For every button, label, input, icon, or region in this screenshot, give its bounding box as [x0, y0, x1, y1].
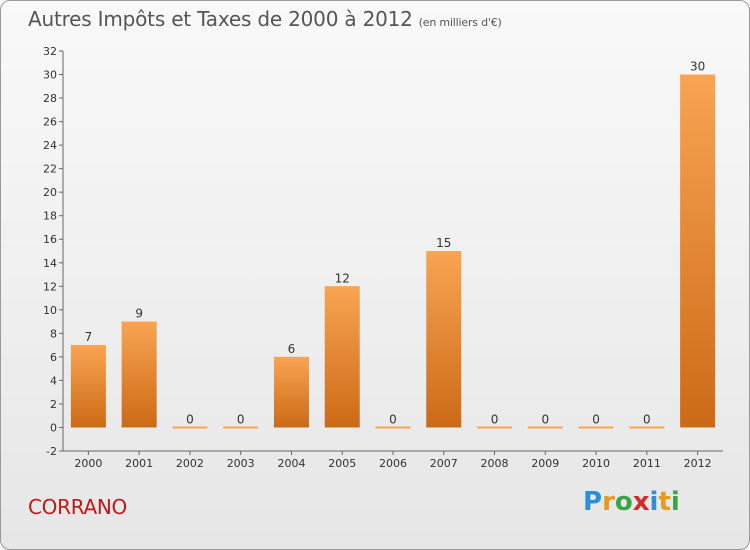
x-tick-label: 2008	[481, 457, 509, 470]
data-label: 0	[389, 412, 397, 426]
y-tick-label: 24	[43, 139, 57, 152]
bar-cap	[426, 251, 462, 253]
logo-letter: x	[632, 487, 650, 517]
logo-letter: P	[583, 487, 603, 517]
chart-subtitle: (en milliers d'€)	[418, 16, 502, 29]
x-tick-label: 2001	[125, 457, 153, 470]
y-tick-label: 32	[43, 45, 57, 58]
y-tick-label: 10	[43, 304, 57, 317]
y-tick-label: 20	[43, 186, 57, 199]
proxiti-logo: Proxiti	[583, 487, 680, 517]
y-tick-label: 4	[50, 374, 57, 387]
bar-cap	[680, 74, 716, 77]
bar-cap	[121, 321, 157, 324]
x-tick-label: 2007	[430, 457, 458, 470]
bar	[578, 426, 614, 429]
bar	[527, 426, 563, 429]
bar-cap	[324, 286, 360, 289]
x-tick-label: 2006	[379, 457, 407, 470]
logo-letter: i	[649, 487, 659, 517]
y-tick-label: 14	[43, 257, 57, 270]
data-label: 6	[288, 342, 296, 356]
bar	[426, 251, 462, 428]
x-tick-label: 2011	[633, 457, 661, 470]
y-tick-label: 26	[43, 116, 57, 129]
data-label: 0	[541, 412, 549, 426]
y-tick-label: 2	[50, 398, 57, 411]
x-tick-label: 2010	[582, 457, 610, 470]
y-tick-label: -2	[46, 445, 57, 458]
bar	[680, 74, 716, 428]
logo-letter: r	[602, 487, 615, 517]
logo-letter: t	[658, 487, 671, 517]
data-labels: 7 9 0 0 6 12 0 15 0 0 0 0 30	[85, 60, 706, 427]
y-tick-label: 22	[43, 163, 57, 176]
y-tick-label: 12	[43, 280, 57, 293]
x-tick-label: 2009	[531, 457, 559, 470]
data-label: 0	[237, 412, 245, 426]
data-label: 0	[592, 412, 600, 426]
bar	[70, 345, 106, 428]
data-label: 30	[690, 60, 705, 74]
data-label: 0	[186, 412, 194, 426]
bar	[477, 426, 513, 429]
y-tick-label: 6	[50, 351, 57, 364]
data-label: 15	[436, 236, 451, 250]
data-label: 0	[491, 412, 499, 426]
logo-letter: i	[670, 487, 680, 517]
bar	[375, 426, 411, 429]
y-tick-label: 28	[43, 92, 57, 105]
y-tick-label: 16	[43, 233, 57, 246]
x-tick-label: 2000	[74, 457, 102, 470]
x-tick-label: 2012	[684, 457, 712, 470]
bar	[273, 356, 309, 428]
chart-title-text: Autres Impôts et Taxes de 2000 à 2012	[28, 7, 413, 31]
x-tick-label: 2002	[176, 457, 204, 470]
bar	[629, 426, 665, 429]
bar	[172, 426, 208, 429]
y-tick-label: 30	[43, 69, 57, 82]
y-tick-label: 8	[50, 327, 57, 340]
logo-letter: o	[614, 487, 633, 517]
bar	[324, 286, 360, 428]
x-tick-label: 2004	[277, 457, 305, 470]
data-label: 12	[335, 271, 350, 285]
chart-title: Autres Impôts et Taxes de 2000 à 2012 (en…	[28, 7, 502, 31]
data-label: 9	[135, 307, 143, 321]
bar-cap	[273, 356, 309, 359]
data-label: 0	[643, 412, 651, 426]
bar-cap	[70, 345, 106, 348]
data-label: 7	[85, 330, 93, 344]
x-tick-label: 2005	[328, 457, 356, 470]
y-tick-label: 0	[50, 421, 57, 434]
y-tick-label: 18	[43, 210, 57, 223]
x-tick-label: 2003	[227, 457, 255, 470]
place-name: CORRANO	[28, 495, 127, 519]
bar	[121, 321, 157, 428]
bars	[70, 74, 716, 429]
bar	[223, 426, 259, 429]
